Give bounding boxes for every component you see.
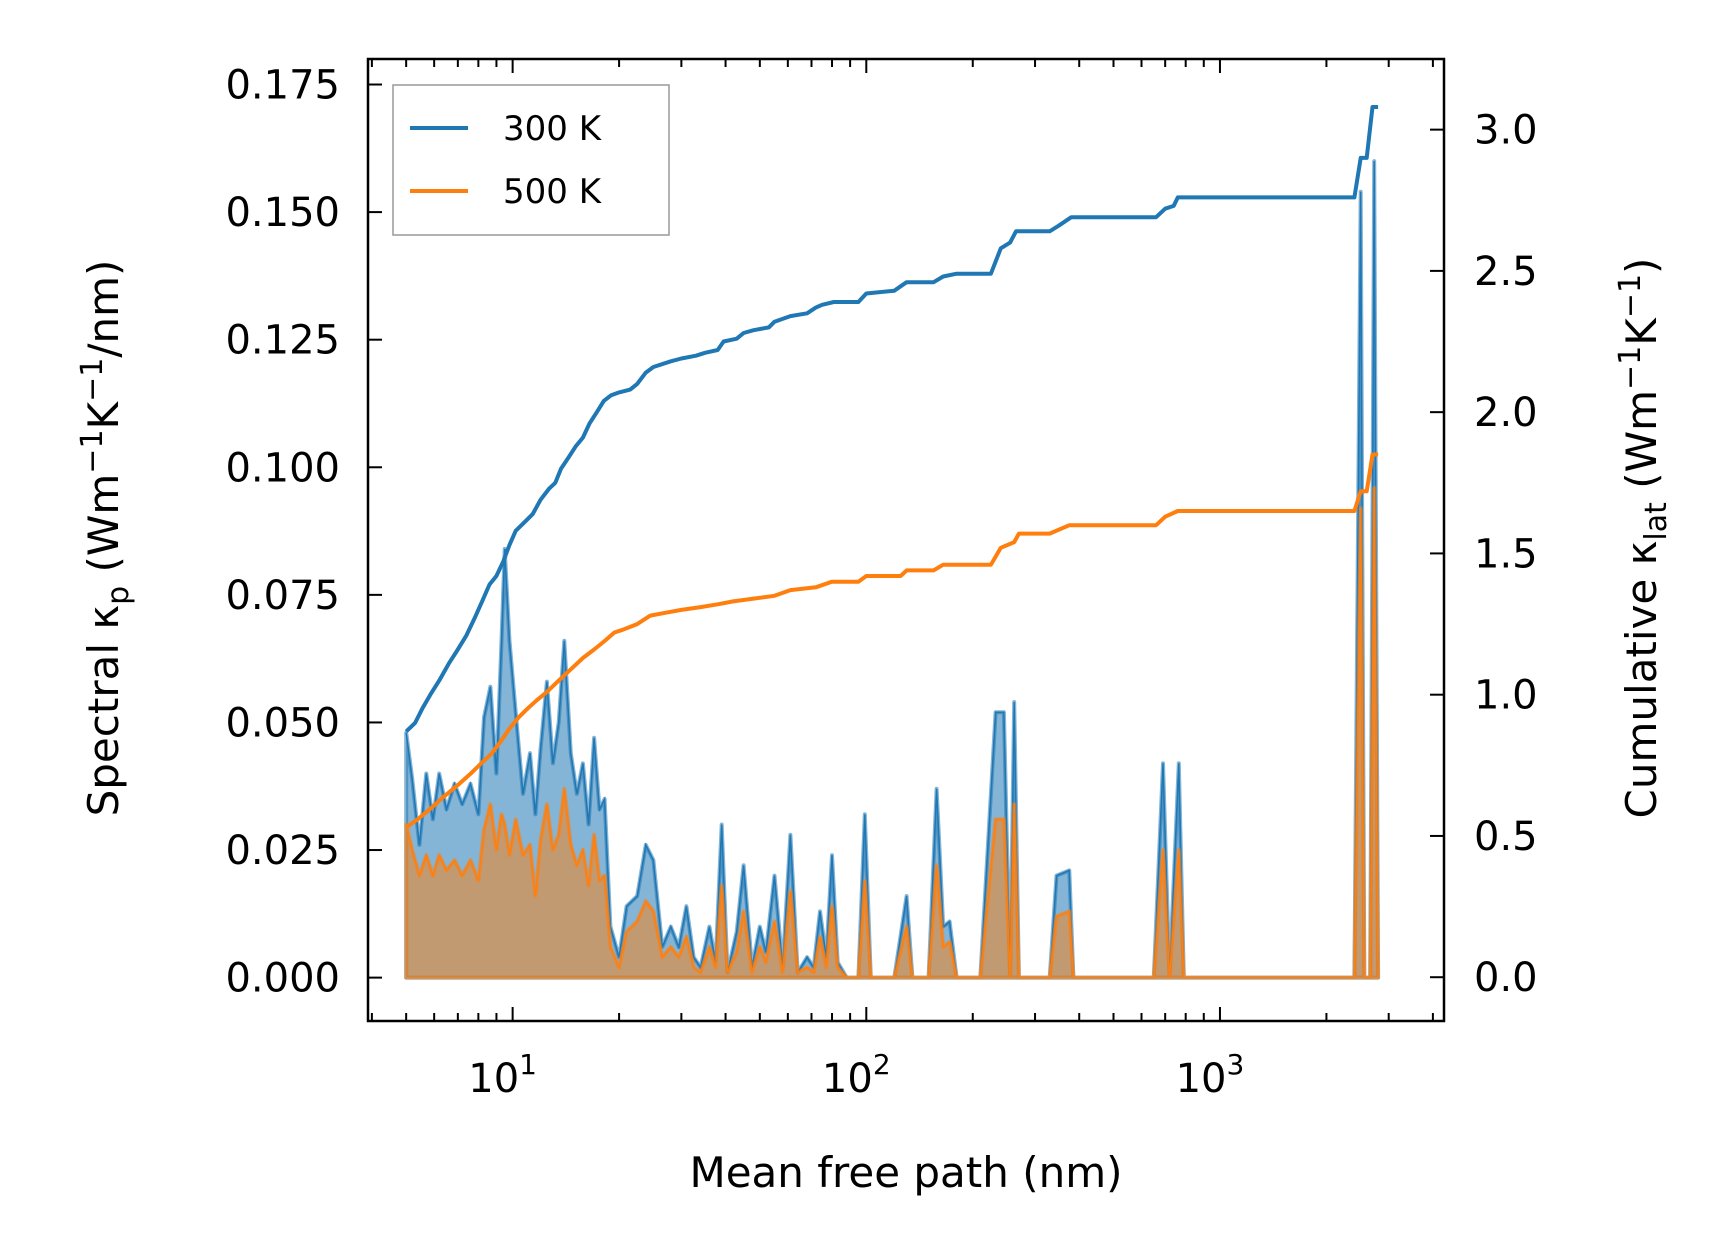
x-axis: 101 102 103	[370, 59, 1434, 1102]
y-left-tick-label: 0.075	[225, 573, 340, 619]
legend-box	[392, 84, 670, 236]
data-lines	[404, 105, 1379, 830]
y-left-tick-label: 0.125	[225, 318, 340, 364]
legend: 300 K 500 K	[392, 84, 670, 236]
y-left-tick-label: 0.025	[225, 828, 340, 874]
y-right-tick-label: 1.5	[1474, 531, 1538, 577]
cumulative-line-300k	[404, 105, 1379, 733]
y-right-tick-label: 0.0	[1474, 955, 1538, 1001]
cumulative-line-500k	[405, 452, 1379, 830]
x-tick-label: 101	[468, 1048, 537, 1102]
y-right-tick-label: 2.5	[1474, 249, 1538, 295]
y-right-tick-label: 2.0	[1474, 390, 1538, 436]
y-left-tick-label: 0.000	[225, 956, 340, 1002]
legend-label-300k: 300 K	[503, 109, 603, 149]
x-tick-label: 103	[1176, 1048, 1245, 1102]
x-tick-label: 102	[822, 1048, 891, 1102]
y-axis-left-title: Spectral κp (Wm−1K−1/nm)	[75, 260, 136, 817]
spectral-fill-500k	[404, 485, 1381, 980]
y-axis-left: 0.000 0.025 0.050 0.075 0.100 0.125 0.150 0.175	[225, 63, 382, 1002]
y-left-tick-label: 0.150	[225, 190, 340, 236]
y-axis-right-title: Cumulative κlat (Wm−1K−1)	[1613, 258, 1674, 819]
plot-frame	[366, 57, 1446, 1023]
y-right-tick-label: 1.0	[1474, 673, 1538, 719]
y-right-tick-label: 3.0	[1474, 108, 1538, 154]
y-axis-right: 0.0 0.5 1.0 1.5 2.0 2.5 3.0	[1430, 108, 1538, 1001]
y-left-tick-label: 0.050	[225, 700, 340, 746]
spectral-line-500k	[405, 487, 1379, 979]
y-left-tick-label: 0.175	[225, 63, 340, 109]
y-left-tick-label: 0.100	[225, 445, 340, 491]
x-axis-title: Mean free path (nm)	[689, 1148, 1122, 1197]
y-right-tick-label: 0.5	[1474, 814, 1538, 860]
legend-label-500k: 500 K	[503, 172, 603, 212]
